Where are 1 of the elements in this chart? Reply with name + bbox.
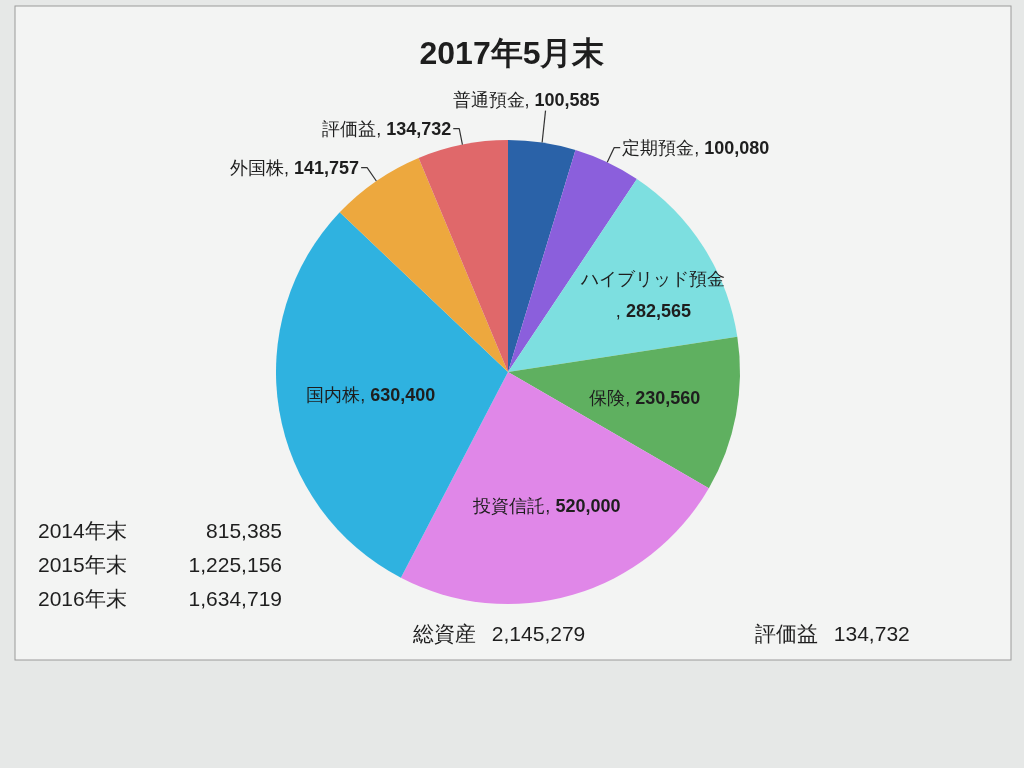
title: 2017年5月末 [419,35,605,71]
